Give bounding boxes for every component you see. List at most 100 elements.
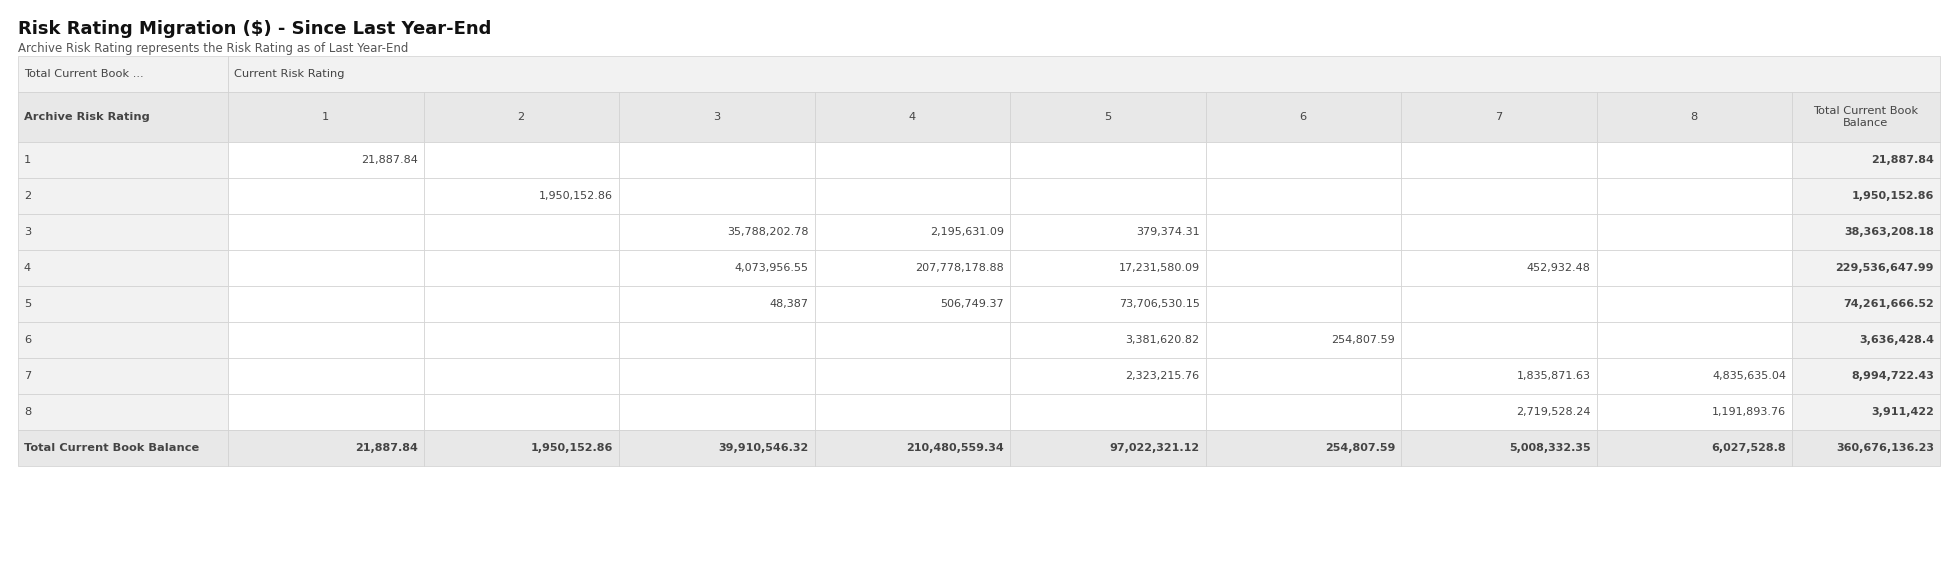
Bar <box>423 358 618 394</box>
Bar <box>1597 178 1792 214</box>
Bar <box>618 430 815 466</box>
Bar <box>1205 286 1400 322</box>
Bar <box>1010 286 1205 322</box>
Bar <box>1792 322 1940 358</box>
Text: Archive Risk Rating: Archive Risk Rating <box>23 112 150 122</box>
Bar <box>1205 142 1400 178</box>
Bar <box>1597 214 1792 250</box>
Text: Total Current Book Balance: Total Current Book Balance <box>23 443 199 453</box>
Bar <box>18 322 228 358</box>
Text: 4: 4 <box>23 263 31 273</box>
Bar <box>1010 322 1205 358</box>
Text: 4,835,635.04: 4,835,635.04 <box>1712 371 1786 381</box>
Text: 2: 2 <box>517 112 525 122</box>
Bar <box>1597 358 1792 394</box>
Bar <box>1597 142 1792 178</box>
Bar <box>1597 430 1792 466</box>
Bar <box>228 286 423 322</box>
Bar <box>1010 358 1205 394</box>
Bar <box>1010 394 1205 430</box>
Bar <box>1400 142 1597 178</box>
Bar <box>228 56 1940 92</box>
Text: 21,887.84: 21,887.84 <box>1872 155 1934 165</box>
Bar <box>815 92 1010 142</box>
Bar <box>618 394 815 430</box>
Bar <box>1010 178 1205 214</box>
Text: 1: 1 <box>23 155 31 165</box>
Bar <box>1205 250 1400 286</box>
Bar <box>18 56 228 92</box>
Text: 38,363,208.18: 38,363,208.18 <box>1845 227 1934 237</box>
Bar <box>618 322 815 358</box>
Bar <box>1205 394 1400 430</box>
Bar <box>815 394 1010 430</box>
Bar <box>228 322 423 358</box>
Bar <box>1400 92 1597 142</box>
Bar <box>228 358 423 394</box>
Bar <box>1010 250 1205 286</box>
Bar <box>228 92 423 142</box>
Bar <box>618 142 815 178</box>
Text: 5,008,332.35: 5,008,332.35 <box>1509 443 1591 453</box>
Bar <box>423 214 618 250</box>
Text: 8,994,722.43: 8,994,722.43 <box>1851 371 1934 381</box>
Text: 379,374.31: 379,374.31 <box>1135 227 1199 237</box>
Bar <box>423 322 618 358</box>
Text: Archive Risk Rating represents the Risk Rating as of Last Year-End: Archive Risk Rating represents the Risk … <box>18 42 408 55</box>
Text: 254,807.59: 254,807.59 <box>1324 443 1394 453</box>
Text: 1,950,152.86: 1,950,152.86 <box>530 443 612 453</box>
Bar <box>1597 394 1792 430</box>
Bar <box>228 142 423 178</box>
Bar <box>423 394 618 430</box>
Text: 6: 6 <box>1301 112 1306 122</box>
Text: 2: 2 <box>23 191 31 201</box>
Text: 8: 8 <box>23 407 31 417</box>
Bar <box>18 214 228 250</box>
Bar <box>815 430 1010 466</box>
Bar <box>1597 250 1792 286</box>
Bar <box>1597 322 1792 358</box>
Bar <box>1400 178 1597 214</box>
Bar <box>1205 322 1400 358</box>
Text: 506,749.37: 506,749.37 <box>940 299 1004 309</box>
Text: 17,231,580.09: 17,231,580.09 <box>1119 263 1199 273</box>
Bar <box>618 92 815 142</box>
Bar <box>1792 214 1940 250</box>
Bar <box>1400 250 1597 286</box>
Bar <box>618 286 815 322</box>
Bar <box>1792 358 1940 394</box>
Bar <box>1792 430 1940 466</box>
Text: 97,022,321.12: 97,022,321.12 <box>1110 443 1199 453</box>
Text: 210,480,559.34: 210,480,559.34 <box>907 443 1004 453</box>
Text: Total Current Book
Balance: Total Current Book Balance <box>1814 106 1919 128</box>
Text: 2,323,215.76: 2,323,215.76 <box>1125 371 1199 381</box>
Bar <box>18 250 228 286</box>
Text: 3,636,428.4: 3,636,428.4 <box>1858 335 1934 345</box>
Text: 1,835,871.63: 1,835,871.63 <box>1517 371 1591 381</box>
Bar <box>228 178 423 214</box>
Bar <box>423 142 618 178</box>
Text: 3,381,620.82: 3,381,620.82 <box>1125 335 1199 345</box>
Bar <box>815 322 1010 358</box>
Text: Total Current Book ...: Total Current Book ... <box>23 69 144 79</box>
Bar <box>18 430 228 466</box>
Bar <box>618 214 815 250</box>
Bar <box>618 250 815 286</box>
Bar <box>18 286 228 322</box>
Bar <box>1597 92 1792 142</box>
Bar <box>1205 178 1400 214</box>
Text: 1: 1 <box>322 112 330 122</box>
Bar <box>1792 92 1940 142</box>
Bar <box>1400 430 1597 466</box>
Bar <box>1010 142 1205 178</box>
Text: 35,788,202.78: 35,788,202.78 <box>727 227 809 237</box>
Bar <box>423 250 618 286</box>
Text: 5: 5 <box>1104 112 1111 122</box>
Bar <box>815 286 1010 322</box>
Text: Current Risk Rating: Current Risk Rating <box>234 69 345 79</box>
Bar <box>618 358 815 394</box>
Bar <box>1792 394 1940 430</box>
Text: 4,073,956.55: 4,073,956.55 <box>735 263 809 273</box>
Bar <box>423 92 618 142</box>
Bar <box>1792 250 1940 286</box>
